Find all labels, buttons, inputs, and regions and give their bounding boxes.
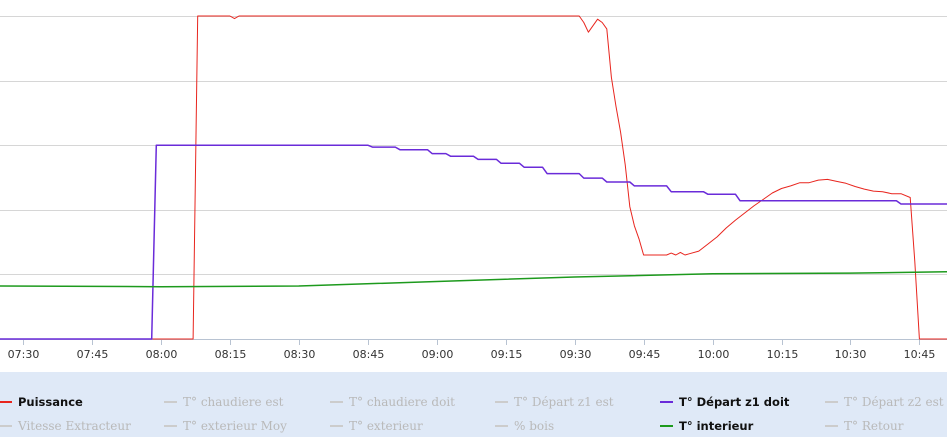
x-tick-label: 10:00 — [698, 348, 730, 361]
x-tick-label: 08:30 — [284, 348, 316, 361]
legend-label: T° interieur — [679, 419, 754, 433]
series-line-t-interieur — [0, 271, 947, 288]
legend-item[interactable]: T° exterieur — [330, 416, 423, 436]
legend-label: T° exterieur Moy — [183, 419, 287, 433]
series-lines — [0, 15, 947, 340]
legend-swatch — [330, 425, 343, 427]
legend-item[interactable]: T° chaudiere doit — [330, 392, 455, 412]
x-tick-label: 10:15 — [767, 348, 799, 361]
x-tick-label: 10:45 — [904, 348, 936, 361]
legend-swatch — [660, 425, 673, 427]
legend-swatch — [825, 401, 838, 403]
legend-swatch — [164, 425, 177, 427]
legend-swatch — [164, 401, 177, 403]
x-tick-label: 07:45 — [77, 348, 109, 361]
grid-lines — [0, 16, 947, 340]
legend-swatch — [825, 425, 838, 427]
x-tick-label: 08:00 — [146, 348, 178, 361]
legend-label: T° Départ z1 doit — [679, 395, 790, 409]
x-tick-label: 09:30 — [560, 348, 592, 361]
series-line-t-depart-z1-doit — [0, 144, 947, 340]
x-tick-label: 07:30 — [8, 348, 40, 361]
legend-swatch — [330, 401, 343, 403]
legend-label: Puissance — [18, 395, 83, 409]
legend: Puissance T° chaudiere est T° chaudiere do… — [0, 372, 947, 437]
legend-label: T° chaudiere est — [183, 395, 284, 409]
x-tick-label: 09:00 — [422, 348, 454, 361]
legend-item[interactable]: T° Départ z1 est — [495, 392, 614, 412]
legend-label: T° Départ z1 est — [514, 395, 614, 409]
x-tick-label: 08:15 — [215, 348, 247, 361]
legend-label: T° chaudiere doit — [349, 395, 455, 409]
legend-swatch — [0, 425, 12, 427]
legend-item[interactable]: Vitesse Extracteur — [0, 416, 131, 436]
legend-item[interactable]: T° Retour — [825, 416, 903, 436]
legend-label: T° Départ z2 est — [844, 395, 944, 409]
legend-label: T° exterieur — [349, 419, 423, 433]
x-tick-label: 08:45 — [353, 348, 385, 361]
legend-item[interactable]: % bois — [495, 416, 554, 436]
legend-label: % bois — [514, 419, 555, 433]
line-chart: 07:30 07:45 08:00 08:15 08:30 08:45 09:00 09:15… — [0, 15, 947, 361]
legend-swatch — [495, 401, 508, 403]
legend-item[interactable]: T° Départ z1 doit — [660, 392, 789, 412]
x-tick-label: 09:15 — [491, 348, 523, 361]
x-axis: 07:30 07:45 08:00 08:15 08:30 08:45 09:00 09:15… — [8, 340, 936, 361]
legend-label: T° Retour — [844, 419, 904, 433]
legend-swatch — [495, 425, 508, 427]
legend-item[interactable]: T° interieur — [660, 416, 753, 436]
series-line-puissance — [0, 15, 947, 340]
legend-label: Vitesse Extracteur — [18, 419, 131, 433]
legend-item[interactable]: T° exterieur Moy — [164, 416, 287, 436]
legend-item[interactable]: Puissance — [0, 392, 83, 412]
legend-swatch — [0, 401, 12, 403]
legend-item[interactable]: T° Départ z2 est — [825, 392, 944, 412]
x-tick-label: 09:45 — [629, 348, 661, 361]
x-tick-label: 10:30 — [835, 348, 867, 361]
legend-item[interactable]: T° chaudiere est — [164, 392, 284, 412]
legend-swatch — [660, 401, 673, 403]
